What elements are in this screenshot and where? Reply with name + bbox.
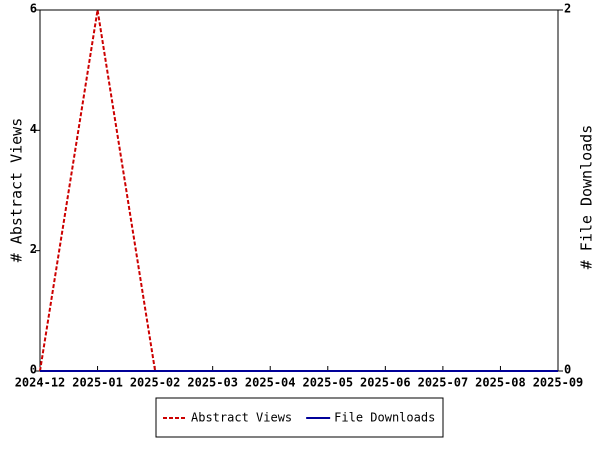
x-tick-label: 2025-06 [360, 376, 411, 390]
x-tick-label: 2024-12 [15, 376, 66, 390]
legend-label: File Downloads [334, 411, 435, 425]
x-tick-label: 2025-02 [130, 376, 181, 390]
x-tick-label: 2025-08 [475, 376, 526, 390]
x-tick-label: 2025-05 [302, 376, 353, 390]
x-tick-label: 2025-03 [187, 376, 238, 390]
y2-tick-label: 2 [564, 2, 571, 16]
y-tick-label: 0 [30, 363, 37, 377]
y-tick-label: 2 [30, 242, 37, 256]
legend-label: Abstract Views [191, 411, 292, 425]
x-tick-label: 2025-07 [418, 376, 469, 390]
x-tick-label: 2025-09 [533, 376, 584, 390]
y2-axis-label: # File Downloads [578, 125, 596, 270]
x-tick-label: 2025-04 [245, 376, 296, 390]
x-tick-label: 2025-01 [72, 376, 123, 390]
y-tick-label: 6 [30, 2, 37, 16]
y-tick-label: 4 [30, 122, 37, 136]
y-axis-label: # Abstract Views [8, 118, 26, 263]
legend-box [155, 397, 444, 438]
y2-tick-label: 0 [564, 363, 571, 377]
plot-frame [39, 9, 559, 372]
